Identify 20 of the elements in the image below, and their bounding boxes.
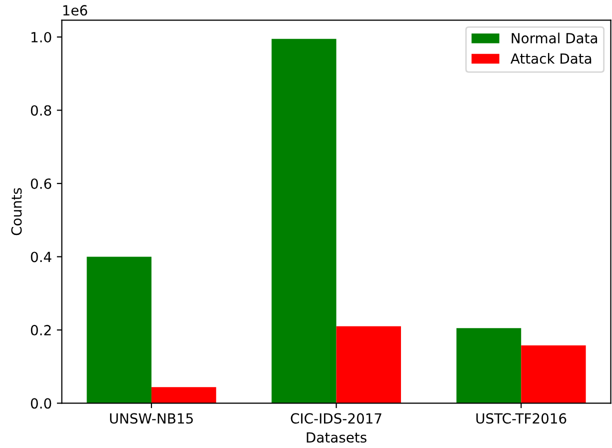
bar: [521, 345, 586, 404]
bar: [456, 328, 522, 404]
legend-label: Attack Data: [510, 53, 592, 64]
x-axis-title: Datasets: [306, 432, 366, 443]
bar: [336, 326, 401, 404]
x-tick-label: USTC-TF2016: [476, 413, 566, 424]
bar: [272, 38, 336, 404]
x-tick-label: CIC-IDS-2017: [290, 413, 382, 424]
y-axis-title: Counts: [11, 188, 22, 236]
y-tick-label: 0.4: [30, 252, 52, 262]
y-tick-label: 1.0: [32, 32, 52, 42]
y-tick-label: 0.6: [30, 178, 52, 189]
text: 1e6: [63, 5, 88, 16]
y-tick-label: 0.2: [30, 324, 51, 336]
bar: [86, 256, 152, 404]
legend-label: Normal Data: [512, 32, 598, 44]
y-tick-label: 0.0: [30, 398, 52, 409]
bar: [151, 387, 216, 404]
y-tick-label: 0.8: [30, 105, 52, 116]
x-tick-label: UNSW-NB15: [110, 413, 193, 424]
